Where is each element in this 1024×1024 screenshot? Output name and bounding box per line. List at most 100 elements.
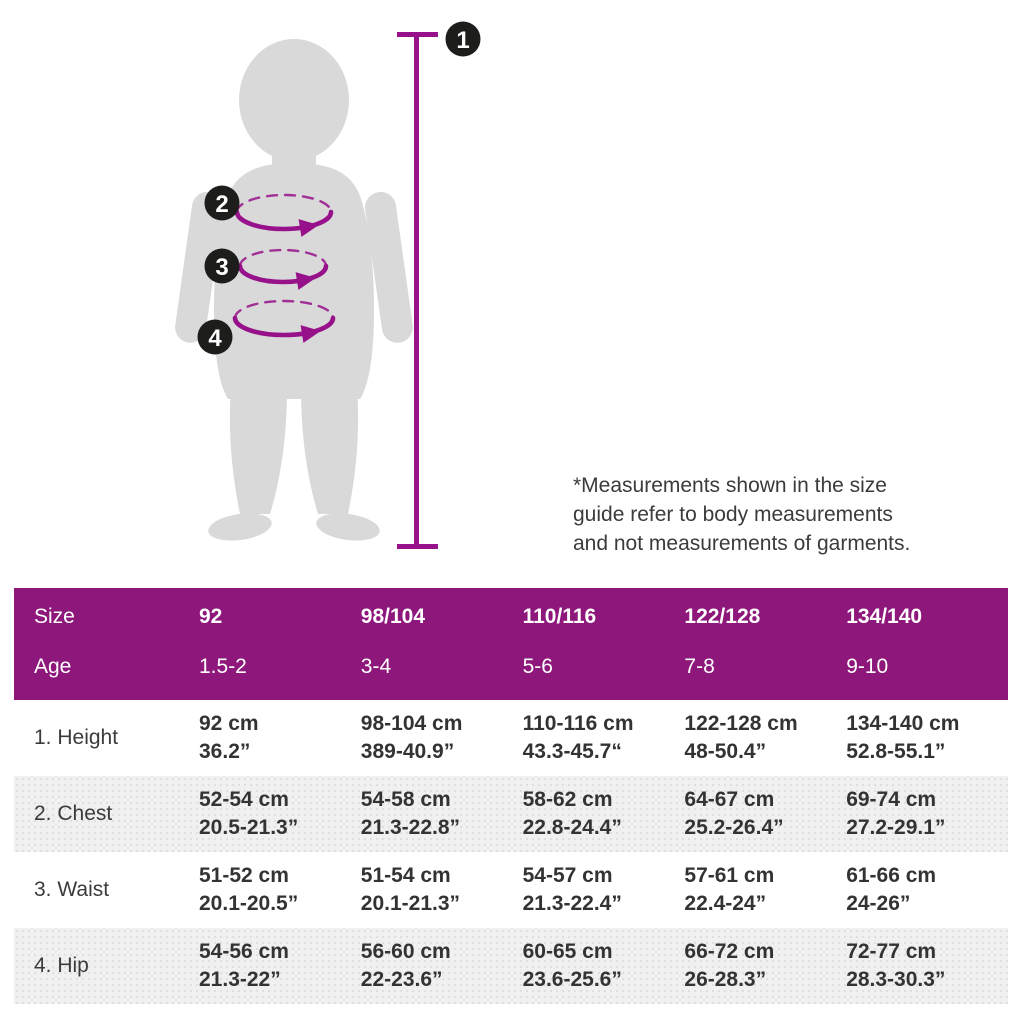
age-value: 3-4 <box>360 655 392 678</box>
cm-value: 61-66 cm <box>846 864 937 887</box>
inch-value: 48-50.4” <box>684 740 767 763</box>
inch-value: 389-40.9” <box>360 740 455 763</box>
age-value: 7-8 <box>684 655 715 678</box>
badge-4-label: 4 <box>208 325 222 352</box>
waist-measure-ellipse <box>237 248 329 290</box>
cm-value: 56-60 cm <box>360 940 451 963</box>
height-cell-92: 92 cm 36.2” <box>199 710 361 766</box>
age-value: 1.5-2 <box>199 655 247 678</box>
chest-cell-98-104: 54-58 cm 21.3-22.8” <box>361 786 523 842</box>
size-value: 92 <box>199 605 223 628</box>
badge-2-label: 2 <box>215 191 228 218</box>
hip-cell-122-128: 66-72 cm 26-28.3” <box>684 938 846 994</box>
chest-cell-110-116: 58-62 cm 22.8-24.4” <box>523 786 685 842</box>
size-value: 134/140 <box>846 605 923 628</box>
inch-value: 28.3-30.3” <box>846 968 946 991</box>
chest-measure-ellipse <box>234 193 334 237</box>
badge-4-hip: 4 <box>197 319 233 355</box>
inch-value: 36.2” <box>199 740 251 763</box>
size-value: 98/104 <box>360 605 426 628</box>
table-row-waist: 3. Waist 51-52 cm 20.1-20.5” 51-54 cm 20… <box>14 852 1008 928</box>
inch-value: 21.3-22.4” <box>522 892 622 915</box>
cm-value: 122-128 cm <box>684 712 798 735</box>
height-ruler <box>397 32 438 549</box>
cm-value: 92 cm <box>199 712 259 735</box>
age-value: 9-10 <box>846 655 889 678</box>
cm-value: 54-57 cm <box>522 864 613 887</box>
measurement-diagram: 1 2 3 4 <box>175 21 481 549</box>
size-value: 122/128 <box>684 605 761 628</box>
inch-value: 27.2-29.1” <box>846 816 946 839</box>
badge-3-label: 3 <box>215 254 228 281</box>
chest-cell-122-128: 64-67 cm 25.2-26.4” <box>684 786 846 842</box>
size-value: 110/116 <box>522 605 597 628</box>
inch-value: 25.2-26.4” <box>684 816 784 839</box>
row-label: 2. Chest <box>34 802 113 825</box>
chest-cell-134-140: 69-74 cm 27.2-29.1” <box>846 786 1008 842</box>
header-col-98-104: 98/104 3-4 <box>361 588 523 700</box>
size-row-label: Size <box>34 605 75 628</box>
inch-value: 23.6-25.6” <box>522 968 622 991</box>
inch-value: 43.3-45.7“ <box>522 740 622 763</box>
inch-value: 21.3-22.8” <box>360 816 461 839</box>
inch-value: 26-28.3” <box>684 968 767 991</box>
row-label: 4. Hip <box>34 954 89 977</box>
height-cell-122-128: 122-128 cm 48-50.4” <box>684 710 846 766</box>
waist-cell-98-104: 51-54 cm 20.1-21.3” <box>361 862 523 918</box>
inch-value: 20.1-20.5” <box>199 892 299 915</box>
badge-1-label: 1 <box>456 27 469 54</box>
waist-cell-134-140: 61-66 cm 24-26” <box>846 862 1008 918</box>
cm-value: 57-61 cm <box>684 864 775 887</box>
inch-value: 21.3-22” <box>199 968 281 991</box>
height-cell-134-140: 134-140 cm 52.8-55.1” <box>846 710 1008 766</box>
height-cell-110-116: 110-116 cm 43.3-45.7“ <box>523 710 685 766</box>
table-row-hip: 4. Hip 54-56 cm 21.3-22” 56-60 cm 22-23.… <box>14 928 1008 1004</box>
waist-cell-92: 51-52 cm 20.1-20.5” <box>199 862 361 918</box>
header-col-110-116: 110/116 5-6 <box>523 588 685 700</box>
table-row-chest: 2. Chest 52-54 cm 20.5-21.3” 54-58 cm 21… <box>14 776 1008 852</box>
cm-value: 66-72 cm <box>684 940 775 963</box>
chest-cell-92: 52-54 cm 20.5-21.3” <box>199 786 361 842</box>
waist-cell-122-128: 57-61 cm 22.4-24” <box>684 862 846 918</box>
inch-value: 20.1-21.3” <box>360 892 461 915</box>
cm-value: 54-56 cm <box>199 940 289 963</box>
hip-cell-134-140: 72-77 cm 28.3-30.3” <box>846 938 1008 994</box>
cm-value: 72-77 cm <box>846 940 937 963</box>
hip-cell-98-104: 56-60 cm 22-23.6” <box>361 938 523 994</box>
cm-value: 52-54 cm <box>199 788 289 811</box>
cm-value: 64-67 cm <box>684 788 775 811</box>
table-row-height: 1. Height 92 cm 36.2” 98-104 cm 389-40.9… <box>14 700 1008 776</box>
height-cell-98-104: 98-104 cm 389-40.9” <box>361 710 523 766</box>
cm-value: 60-65 cm <box>522 940 613 963</box>
cm-value: 69-74 cm <box>846 788 937 811</box>
header-col-92: 92 1.5-2 <box>199 588 361 700</box>
inch-value: 22.4-24” <box>684 892 767 915</box>
hip-measure-ellipse <box>232 299 336 343</box>
badge-3-waist: 3 <box>204 248 240 284</box>
inch-value: 22.8-24.4” <box>522 816 622 839</box>
badge-1-height: 1 <box>445 21 481 57</box>
header-col-122-128: 122/128 7-8 <box>684 588 846 700</box>
header-col-134-140: 134/140 9-10 <box>846 588 1008 700</box>
size-table: Size Age 92 1.5-2 98/104 3-4 110/116 5-6… <box>14 588 1008 1004</box>
row-label: 3. Waist <box>34 878 110 901</box>
age-value: 5-6 <box>522 655 553 678</box>
cm-value: 51-54 cm <box>360 864 451 887</box>
cm-value: 110-116 cm <box>522 712 634 735</box>
inch-value: 52.8-55.1” <box>846 740 946 763</box>
cm-value: 98-104 cm <box>360 712 463 735</box>
row-label: 1. Height <box>34 726 119 749</box>
header-label-column: Size Age <box>14 588 199 700</box>
size-table-header: Size Age 92 1.5-2 98/104 3-4 110/116 5-6… <box>14 588 1008 700</box>
cm-value: 51-52 cm <box>199 864 289 887</box>
cm-value: 54-58 cm <box>360 788 451 811</box>
hip-cell-92: 54-56 cm 21.3-22” <box>199 938 361 994</box>
age-row-label: Age <box>34 655 72 678</box>
cm-value: 134-140 cm <box>846 712 960 735</box>
hip-cell-110-116: 60-65 cm 23.6-25.6” <box>523 938 685 994</box>
badge-2-chest: 2 <box>204 185 240 221</box>
cm-value: 58-62 cm <box>522 788 613 811</box>
inch-value: 24-26” <box>846 892 911 915</box>
size-guide-disclaimer: *Measurements shown in the size guide re… <box>573 474 911 555</box>
waist-cell-110-116: 54-57 cm 21.3-22.4” <box>523 862 685 918</box>
